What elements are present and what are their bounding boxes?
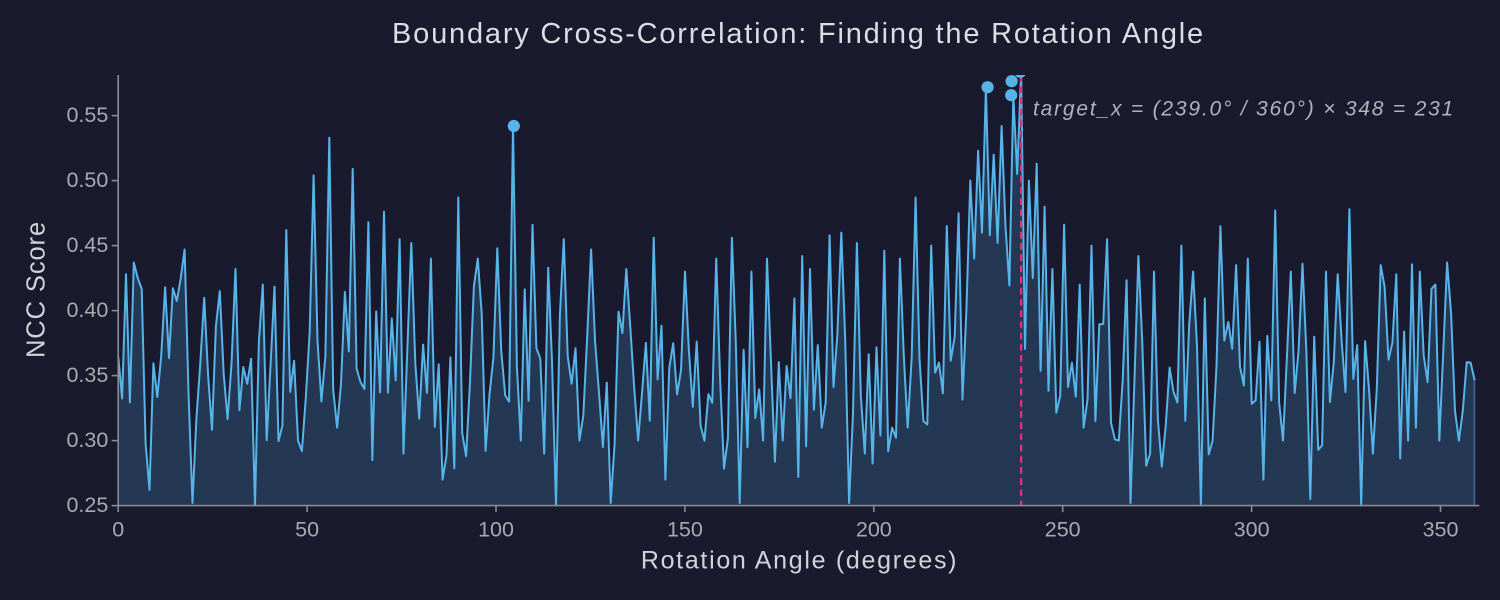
svg-text:0.50: 0.50 — [66, 168, 108, 192]
svg-text:0: 0 — [112, 518, 124, 542]
svg-text:target_x = (239.0° / 360°) × 3: target_x = (239.0° / 360°) × 348 = 231 — [1033, 98, 1455, 121]
svg-text:0.35: 0.35 — [66, 363, 108, 387]
svg-text:Boundary Cross-Correlation: Fi: Boundary Cross-Correlation: Finding the … — [392, 18, 1205, 50]
svg-text:350: 350 — [1423, 518, 1459, 542]
svg-text:100: 100 — [478, 518, 514, 542]
svg-text:0.25: 0.25 — [66, 493, 108, 517]
svg-text:Rotation Angle (degrees): Rotation Angle (degrees) — [641, 546, 958, 574]
svg-text:250: 250 — [1045, 518, 1081, 542]
svg-text:0.40: 0.40 — [66, 298, 108, 322]
svg-text:NCC Score: NCC Score — [23, 221, 51, 358]
svg-text:0.55: 0.55 — [66, 103, 108, 127]
svg-text:0.45: 0.45 — [66, 233, 108, 257]
svg-text:200: 200 — [856, 518, 892, 542]
svg-text:0.30: 0.30 — [66, 428, 108, 452]
svg-text:50: 50 — [295, 518, 319, 542]
svg-text:300: 300 — [1234, 518, 1270, 542]
svg-text:150: 150 — [667, 518, 703, 542]
